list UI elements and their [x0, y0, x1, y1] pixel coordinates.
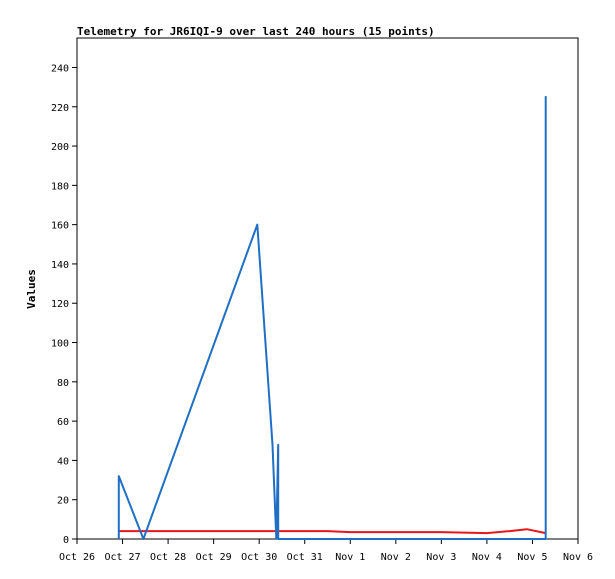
x-tick-label: Oct 29 [196, 552, 232, 563]
x-tick-label: Nov 3 [426, 552, 456, 563]
x-tick-label: Nov 4 [472, 552, 502, 563]
x-tick-label: Oct 27 [104, 552, 140, 563]
x-tick-label: Nov 1 [335, 552, 365, 563]
x-tick-label: Oct 30 [241, 552, 277, 563]
x-tick-label: Oct 31 [287, 552, 323, 563]
series-line-0 [117, 95, 547, 540]
y-tick-label: 120 [51, 299, 69, 310]
series-line-1 [118, 528, 546, 535]
chart-title: Telemetry for JR6IQI-9 over last 240 hou… [77, 25, 435, 38]
y-tick-label: 240 [51, 63, 69, 74]
x-tick-label: Oct 26 [59, 552, 95, 563]
y-tick-label: 0 [63, 535, 69, 546]
x-axis: Oct 26 Oct 27 Oct 28 Oct 29 Oct 30 Oct 31 Nov … [59, 539, 593, 563]
y-axis: 0 20 40 60 80 100 120 140 160 180 200 220 240 [51, 63, 77, 546]
x-tick-label: Nov 2 [381, 552, 411, 563]
y-tick-label: 60 [57, 417, 69, 428]
y-tick-label: 200 [51, 142, 69, 153]
plot-area [76, 37, 579, 540]
x-tick-label: Nov 6 [563, 552, 593, 563]
x-tick-label: Nov 5 [517, 552, 547, 563]
y-tick-label: 160 [51, 221, 69, 232]
y-tick-label: 40 [57, 456, 69, 467]
y-tick-label: 80 [57, 378, 69, 389]
x-tick-label: Oct 28 [150, 552, 186, 563]
y-tick-label: 180 [51, 181, 69, 192]
y-tick-label: 20 [57, 496, 69, 507]
y-tick-label: 100 [51, 339, 69, 350]
y-axis-label: Values [25, 269, 38, 309]
y-tick-label: 140 [51, 260, 69, 271]
y-tick-label: 220 [51, 103, 69, 114]
series-layer [117, 95, 547, 540]
